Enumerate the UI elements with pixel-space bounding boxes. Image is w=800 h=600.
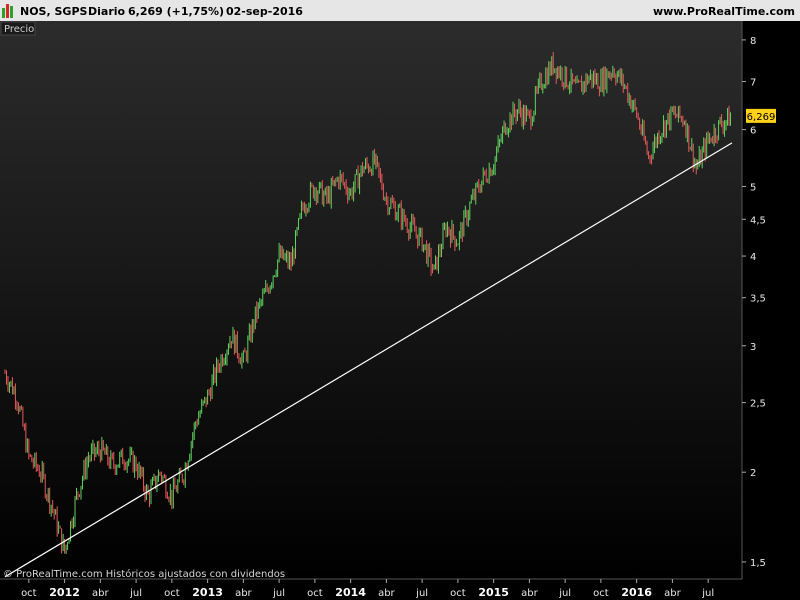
last-price-tag: 6,269 <box>746 108 776 123</box>
y-tick-label: 5 <box>750 182 756 193</box>
x-tick-label: 2014 <box>335 586 366 599</box>
panel-label: Precio <box>4 24 34 35</box>
site-link[interactable]: www.ProRealTime.com <box>653 5 795 18</box>
x-tick-label: jul <box>558 588 571 599</box>
x-tick-label: oct <box>450 588 466 599</box>
price-bars <box>4 52 732 555</box>
x-tick-label: abr <box>235 588 252 599</box>
y-tick-label: 4,5 <box>750 215 766 226</box>
trendline-layer <box>4 142 733 578</box>
footer-note: © ProRealTime.com Históricos ajustados c… <box>3 568 285 580</box>
y-tick-label: 8 <box>750 36 756 47</box>
x-axis-ticks: oct 2012 abr jul oct 2013 abr jul oct 2014 abr jul o… <box>21 579 714 599</box>
y-tick-label: 4 <box>750 252 756 263</box>
x-tick-label: jul <box>129 588 142 599</box>
y-tick-label: 3 <box>750 342 756 353</box>
x-tick-label: jul <box>701 588 714 599</box>
price-tag-value: 6,269 <box>747 112 776 123</box>
x-tick-label: oct <box>21 588 37 599</box>
x-tick-label: jul <box>415 588 428 599</box>
y-tick-label: 7 <box>750 78 756 89</box>
y-axis-ticks: 1,5 2 2,5 3 3,5 4 4,5 5 6 7 8 <box>742 36 766 569</box>
panel-label-box <box>0 21 36 36</box>
x-tick-label: oct <box>307 588 323 599</box>
header-date: 02-sep-2016 <box>226 5 303 18</box>
last-change: 6,269 (+1,75%) <box>128 5 224 18</box>
header-bar <box>0 0 800 21</box>
x-tick-label: 2013 <box>192 586 223 599</box>
x-tick-label: oct <box>593 588 609 599</box>
y-tick-label: 6 <box>750 126 756 137</box>
x-tick-label: jul <box>272 588 285 599</box>
x-tick-label: 2012 <box>49 586 80 599</box>
x-tick-label: oct <box>164 588 180 599</box>
x-tick-label: 2015 <box>478 586 509 599</box>
plot-area <box>0 21 742 579</box>
y-tick-label: 2 <box>750 468 756 479</box>
price-tag-background <box>746 108 776 123</box>
x-tick-label: abr <box>521 588 538 599</box>
x-tick-label: abr <box>92 588 109 599</box>
x-tick-label: abr <box>378 588 395 599</box>
x-tick-label: 2016 <box>621 586 652 599</box>
y-tick-label: 3,5 <box>750 294 766 305</box>
bar-chart-icon <box>2 4 13 18</box>
period-label: Diario <box>88 5 126 18</box>
x-axis-panel <box>0 579 800 600</box>
y-tick-label: 1,5 <box>750 558 766 569</box>
x-tick-label: abr <box>664 588 681 599</box>
support-trendline <box>4 142 733 578</box>
y-tick-label: 2,5 <box>750 399 766 410</box>
instrument-name: NOS, SGPS <box>20 5 88 18</box>
